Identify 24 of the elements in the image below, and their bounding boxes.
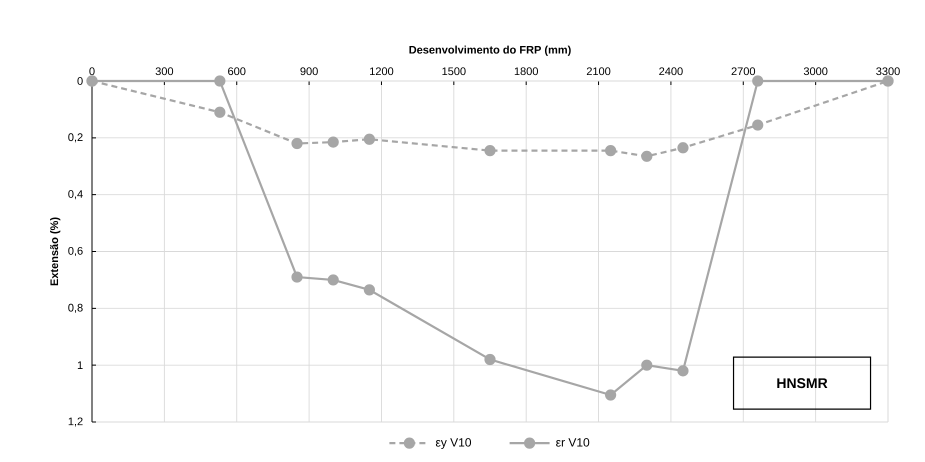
legend-label: εy V10	[436, 438, 472, 449]
x-tick-label: 0	[89, 67, 95, 76]
x-tick-label: 1500	[442, 67, 466, 76]
annotation: HNSMR	[777, 378, 828, 388]
x-tick-label: 600	[228, 67, 246, 76]
y-tick-label: 0,4	[68, 190, 83, 200]
y-tick-label: 0,6	[68, 246, 83, 256]
y-tick-label: 0,8	[68, 304, 83, 313]
x-tick-label: 2400	[659, 67, 683, 76]
x-tick-label: 900	[300, 67, 318, 76]
y-tick-label: 1,2	[68, 417, 83, 427]
x-tick-label: 1200	[370, 67, 394, 76]
x-tick-label: 2700	[732, 67, 756, 76]
x-tick-label: 300	[156, 67, 174, 76]
x-tick-label: 3000	[804, 67, 828, 76]
x-tick-label: 1800	[514, 67, 538, 76]
chart-title: Desenvolvimento do FRP (mm)	[409, 46, 571, 56]
y-tick-label: 1	[78, 361, 83, 369]
y-axis-title: Extensão (%)	[50, 218, 60, 286]
y-tick-label: 0	[77, 77, 83, 85]
x-tick-label: 3300	[876, 67, 900, 76]
legend-label: εr V10	[556, 438, 590, 447]
x-tick-label: 2100	[586, 67, 610, 76]
y-tick-label: 0,2	[68, 133, 83, 142]
